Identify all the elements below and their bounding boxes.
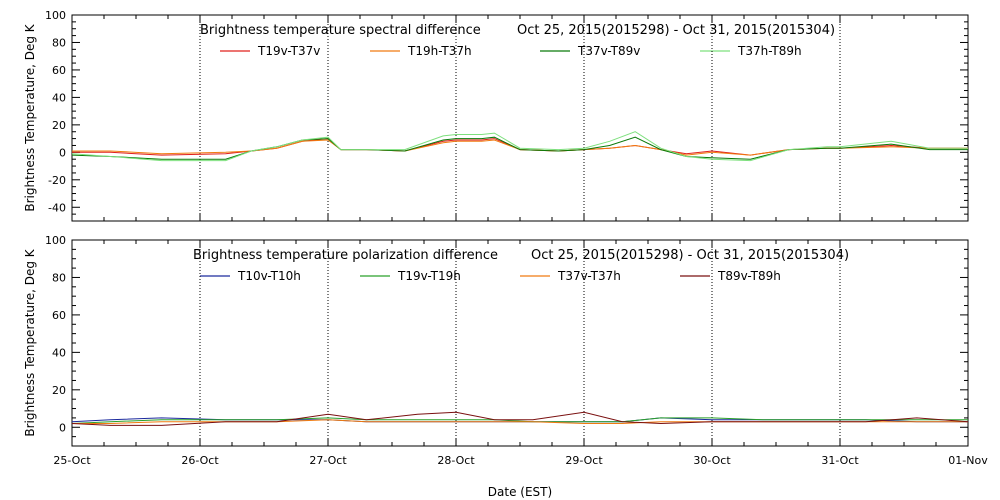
x-ticks (71, 15, 969, 221)
y-tick-label: 80 (52, 271, 66, 284)
x-tick-label: 27-Oct (309, 454, 347, 467)
y-tick-label: 20 (52, 384, 66, 397)
legend-label: T37h-T89h (737, 44, 802, 58)
legend: T10v-T10h T19v-T19h T37v-T37h T89v-T89h (200, 269, 781, 283)
y-axis-label: Brightness Temperature, Deg K (23, 248, 37, 436)
y-tick-label: 80 (52, 36, 66, 49)
y-tick-label: -40 (48, 201, 66, 214)
x-ticks: 25-Oct 26-Oct 27-Oct 28-Oct 29-Oct 30-Oct 31-O… (53, 240, 988, 467)
x-tick-label: 31-Oct (821, 454, 859, 467)
series-line (71, 131, 968, 162)
y-tick-label: 0 (59, 146, 66, 159)
x-tick-label: 29-Oct (565, 454, 603, 467)
x-tick-label: 26-Oct (181, 454, 219, 467)
y-ticks: -40 -20 0 20 40 60 80 100 (45, 9, 968, 222)
x-tick-label: 28-Oct (437, 454, 475, 467)
y-tick-label: 100 (45, 9, 66, 22)
legend-label: T37v-T89v (577, 44, 640, 58)
series-line (71, 411, 969, 426)
panel-title-right: Oct 25, 2015(2015298) - Oct 31, 2015(201… (517, 23, 835, 38)
panel-title-left: Brightness temperature spectral differen… (200, 23, 481, 38)
spectral-difference-panel: Brightness temperature spectral differen… (23, 9, 969, 222)
legend-label: T37v-T37h (557, 269, 621, 283)
polarization-difference-panel: Brightness temperature polarization diff… (23, 234, 988, 499)
x-tick-label: 01-Nov (948, 454, 988, 467)
y-tick-label: 60 (52, 309, 66, 322)
y-ticks: 0 20 40 60 80 100 (45, 234, 968, 447)
legend-label: T19v-T19h (397, 269, 461, 283)
series-lines (71, 411, 969, 426)
x-axis-label: Date (EST) (488, 485, 552, 499)
y-tick-label: -20 (48, 174, 66, 187)
series-line (72, 139, 968, 156)
panel-title-left: Brightness temperature polarization diff… (193, 248, 498, 263)
series-lines (71, 131, 968, 162)
legend-label: T10v-T10h (237, 269, 301, 283)
y-tick-label: 20 (52, 119, 66, 132)
panel-title-right: Oct 25, 2015(2015298) - Oct 31, 2015(201… (531, 248, 849, 263)
legend: T19v-T37v T19h-T37h T37v-T89v T37h-T89h (220, 44, 802, 58)
y-axis-label: Brightness Temperature, Deg K (23, 23, 37, 211)
x-tick-label: 25-Oct (53, 454, 91, 467)
x-tick-label: 30-Oct (693, 454, 731, 467)
y-tick-label: 100 (45, 234, 66, 247)
plot-frame-top (71, 14, 969, 222)
y-tick-label: 40 (52, 346, 66, 359)
y-tick-label: 0 (59, 421, 66, 434)
legend-label: T89v-T89h (717, 269, 781, 283)
y-tick-label: 40 (52, 91, 66, 104)
y-tick-label: 60 (52, 64, 66, 77)
legend-label: T19v-T37v (257, 44, 320, 58)
series-line (71, 417, 968, 424)
legend-label: T19h-T37h (407, 44, 472, 58)
day-gridlines (199, 15, 841, 221)
day-gridlines (199, 240, 841, 446)
plot-frame-bottom (71, 239, 969, 447)
